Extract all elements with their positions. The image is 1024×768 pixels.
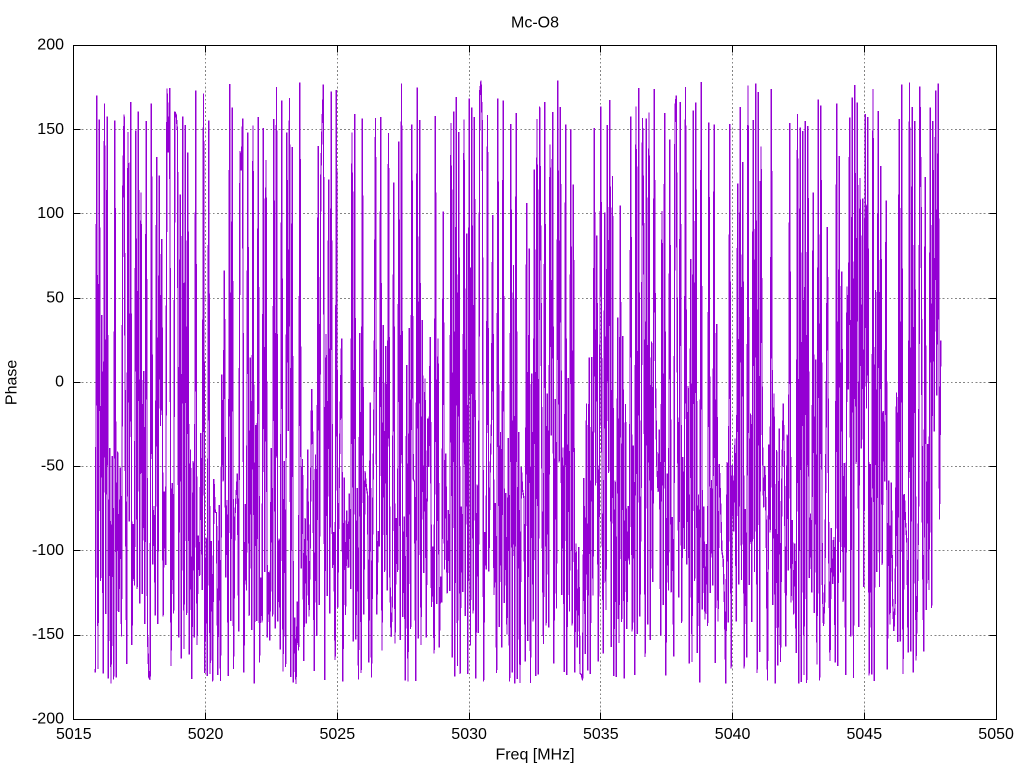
svg-text:Phase: Phase	[4, 360, 21, 405]
svg-text:-100: -100	[32, 542, 64, 559]
svg-text:-50: -50	[41, 458, 64, 475]
svg-text:100: 100	[37, 205, 64, 222]
svg-text:5045: 5045	[847, 726, 883, 743]
svg-text:5035: 5035	[583, 726, 619, 743]
svg-text:200: 200	[37, 37, 64, 54]
svg-text:150: 150	[37, 121, 64, 138]
svg-text:0: 0	[55, 374, 64, 391]
svg-text:Mc-O8: Mc-O8	[511, 14, 559, 31]
svg-text:5020: 5020	[188, 726, 224, 743]
svg-text:5050: 5050	[978, 726, 1014, 743]
svg-text:-200: -200	[32, 710, 64, 727]
svg-text:Freq [MHz]: Freq [MHz]	[495, 746, 574, 763]
svg-text:5025: 5025	[320, 726, 356, 743]
svg-text:5040: 5040	[715, 726, 751, 743]
svg-text:5015: 5015	[56, 726, 92, 743]
svg-text:-150: -150	[32, 626, 64, 643]
svg-text:5030: 5030	[451, 726, 487, 743]
svg-text:50: 50	[46, 289, 64, 306]
